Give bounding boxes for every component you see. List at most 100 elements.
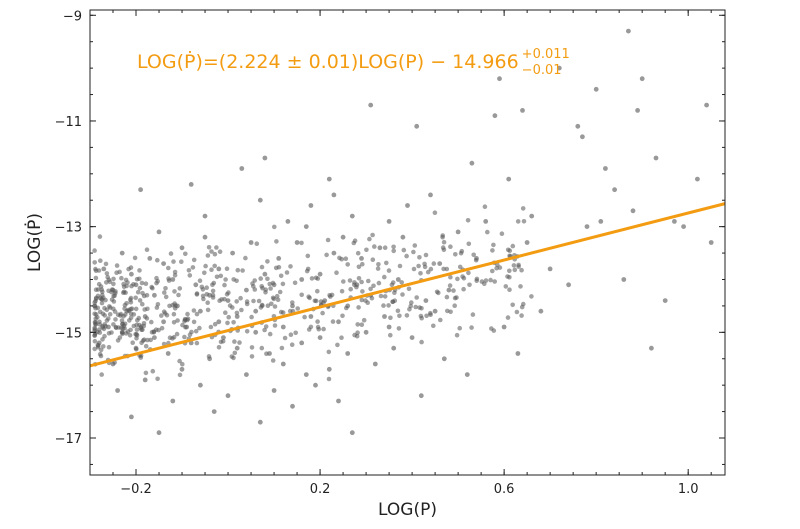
y-tick-label: −15 bbox=[55, 326, 82, 341]
cloud-point bbox=[290, 300, 295, 305]
cloud-point bbox=[326, 349, 332, 355]
cloud-point bbox=[172, 273, 178, 278]
cloud-point bbox=[419, 315, 425, 321]
cloud-point bbox=[499, 231, 505, 236]
x-tick-label: 0.2 bbox=[310, 482, 331, 497]
cloud-point bbox=[244, 299, 250, 304]
cloud-point bbox=[275, 297, 281, 303]
cloud-point bbox=[490, 248, 495, 253]
cloud-point bbox=[226, 314, 231, 320]
cloud-point bbox=[150, 368, 156, 374]
cloud-point bbox=[93, 275, 99, 281]
cloud-point bbox=[265, 259, 270, 264]
data-point bbox=[635, 108, 640, 113]
data-point bbox=[253, 329, 259, 335]
data-point bbox=[662, 298, 668, 303]
data-point bbox=[372, 361, 378, 367]
cloud-point bbox=[223, 277, 228, 282]
cloud-point bbox=[348, 286, 354, 292]
cloud-point bbox=[128, 300, 134, 305]
cloud-point bbox=[103, 261, 109, 267]
cloud-point bbox=[347, 278, 353, 283]
cloud-point bbox=[182, 316, 188, 322]
cloud-point bbox=[444, 266, 450, 272]
cloud-point bbox=[259, 264, 265, 270]
cloud-point bbox=[370, 257, 376, 263]
data-point bbox=[455, 229, 461, 235]
data-point bbox=[216, 266, 222, 272]
data-point bbox=[313, 382, 318, 388]
data-point bbox=[308, 203, 314, 208]
cloud-point bbox=[137, 285, 143, 291]
cloud-point bbox=[128, 295, 134, 301]
cloud-point bbox=[272, 323, 278, 328]
cloud-point bbox=[352, 238, 358, 243]
data-point bbox=[253, 308, 259, 314]
y-tick-label: −13 bbox=[55, 221, 82, 236]
cloud-point bbox=[197, 325, 202, 331]
cloud-point bbox=[171, 311, 177, 317]
cloud-point bbox=[386, 268, 392, 273]
cloud-point bbox=[93, 295, 99, 301]
cloud-point bbox=[268, 286, 273, 291]
cloud-point bbox=[364, 247, 369, 253]
cloud-point bbox=[95, 329, 100, 335]
cloud-point bbox=[134, 336, 139, 341]
cloud-point bbox=[208, 324, 214, 330]
cloud-point bbox=[134, 322, 139, 328]
cloud-point bbox=[466, 241, 472, 247]
cloud-point bbox=[428, 312, 433, 318]
cloud-point bbox=[120, 321, 125, 327]
cloud-point bbox=[111, 322, 116, 327]
cloud-point bbox=[367, 236, 372, 242]
data-point bbox=[326, 366, 332, 372]
data-point bbox=[317, 271, 323, 277]
cloud-point bbox=[232, 350, 238, 356]
data-point bbox=[179, 245, 185, 251]
cloud-point bbox=[167, 303, 172, 309]
data-point bbox=[170, 398, 176, 404]
cloud-point bbox=[137, 298, 143, 303]
cloud-point bbox=[124, 283, 129, 289]
data-point bbox=[198, 382, 203, 388]
cloud-point bbox=[355, 322, 361, 327]
cloud-point bbox=[191, 257, 197, 263]
cloud-point bbox=[128, 327, 133, 333]
data-point bbox=[566, 282, 571, 288]
data-point bbox=[326, 176, 332, 182]
cloud-point bbox=[434, 289, 440, 295]
cloud-point bbox=[295, 306, 301, 311]
cloud-point bbox=[519, 267, 524, 273]
cloud-point bbox=[166, 265, 171, 271]
cloud-point bbox=[234, 310, 240, 316]
cloud-point bbox=[93, 287, 99, 293]
x-tick-label: 0.6 bbox=[494, 482, 515, 497]
cloud-point bbox=[92, 248, 97, 253]
cloud-point bbox=[149, 319, 154, 325]
cloud-point bbox=[176, 292, 181, 298]
data-point bbox=[234, 345, 240, 351]
data-point bbox=[409, 335, 415, 340]
cloud-point bbox=[388, 332, 393, 338]
cloud-point bbox=[111, 276, 116, 282]
cloud-point bbox=[406, 286, 412, 292]
cloud-point bbox=[491, 328, 497, 333]
cloud-point bbox=[224, 266, 230, 272]
cloud-point bbox=[401, 247, 407, 253]
data-point bbox=[391, 345, 397, 351]
cloud-point bbox=[137, 268, 142, 273]
cloud-point bbox=[287, 308, 293, 314]
data-point bbox=[267, 351, 272, 356]
cloud-point bbox=[265, 303, 271, 309]
cloud-point bbox=[330, 319, 336, 324]
data-point bbox=[225, 393, 231, 399]
cloud-point bbox=[515, 219, 521, 224]
cloud-point bbox=[92, 260, 97, 265]
y-tick-label: −17 bbox=[55, 432, 82, 447]
data-point bbox=[395, 277, 401, 282]
cloud-point bbox=[270, 358, 276, 363]
data-point bbox=[207, 356, 213, 362]
cloud-point bbox=[455, 276, 460, 282]
data-point bbox=[193, 282, 199, 288]
data-point bbox=[133, 345, 139, 351]
